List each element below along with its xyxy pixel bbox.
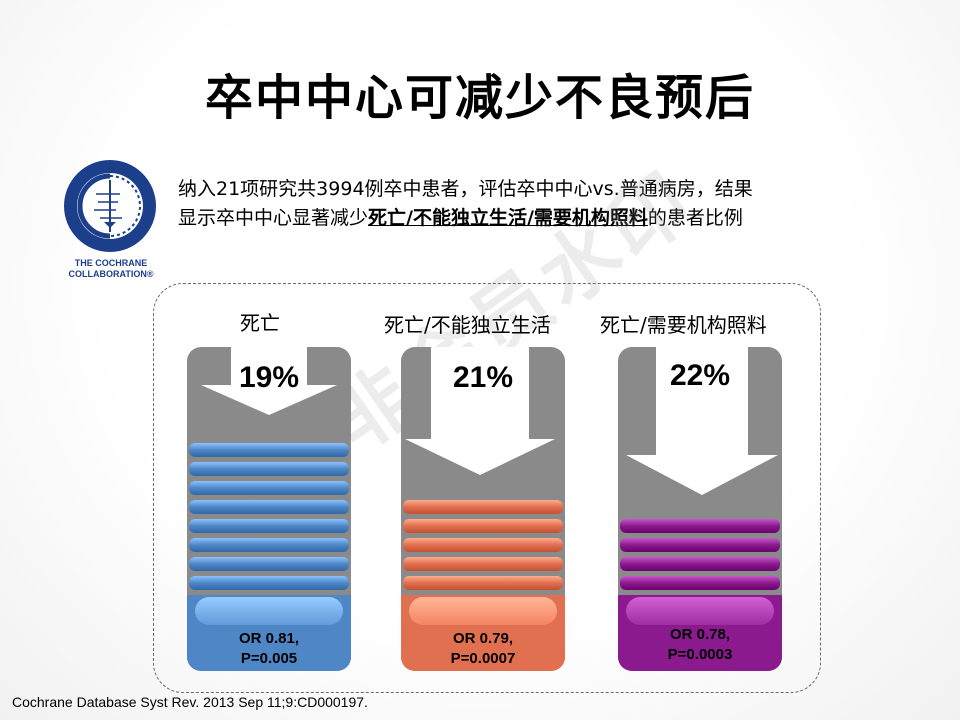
logo-caption: THE COCHRANE COLLABORATION® [56,258,166,280]
base-highlight [195,597,343,625]
reduction-arrow-icon [405,347,555,475]
logo-line2: COLLABORATION® [68,269,154,279]
column-label-death: 死亡 [240,311,280,335]
odds-ratio-line2: P=0.0007 [450,650,516,667]
stripe [620,538,780,552]
intro-line1: 纳入21项研究共3994例卒中患者，评估卒中中心vs.普通病房，结果 [178,178,753,200]
citation: Cochrane Database Syst Rev. 2013 Sep 11;… [12,694,368,710]
stripe [403,576,563,590]
odds-ratio-line1: OR 0.78, [669,626,731,643]
percent-reduction: 21% [452,361,514,394]
intro-line2-bold: 死亡/不能独立生活/需要机构照料 [368,207,648,229]
intro-line2-post: 的患者比例 [647,207,743,229]
column-label-death-institution: 死亡/需要机构照料 [600,313,767,337]
stripe [189,462,349,476]
base-highlight [409,597,557,625]
bar-base: OR 0.78, P=0.0003 [618,595,782,671]
stripe [189,538,349,552]
percent-reduction: 19% [238,361,300,394]
intro-line2-pre: 显示卒中中心显著减少 [178,207,369,229]
odds-ratio: OR 0.79, P=0.0007 [401,629,565,669]
odds-ratio-line2: P=0.005 [240,650,298,667]
result-bar-death-institution: 22% OR 0.78, P=0.0003 [618,347,782,671]
stripe [403,500,563,514]
cochrane-logo-icon [64,160,156,252]
stripe [620,576,780,590]
percent-reduction: 22% [669,359,731,392]
odds-ratio-line1: OR 0.79, [452,630,514,647]
results-frame [153,283,821,693]
column-label-death-dependency: 死亡/不能独立生活 [384,313,551,337]
stripe [189,500,349,514]
stripe [403,519,563,533]
base-highlight [626,597,774,625]
reduction-arrow-icon [626,347,778,495]
stripe [189,519,349,533]
stripe [620,557,780,571]
bar-base: OR 0.79, P=0.0007 [401,595,565,671]
stripe [620,519,780,533]
odds-ratio-line2: P=0.0003 [667,646,733,663]
stripe [403,538,563,552]
result-bar-death: 19% OR 0.81, P=0.005 [187,347,351,671]
bar-base: OR 0.81, P=0.005 [187,595,351,671]
page-title: 卒中中心可减少不良预后 [204,70,755,126]
stripe [189,557,349,571]
odds-ratio: OR 0.81, P=0.005 [187,629,351,669]
stripe [403,557,563,571]
intro-text: 纳入21项研究共3994例卒中患者，评估卒中中心vs.普通病房，结果 显示卒中中… [178,175,918,233]
stripe [189,443,349,457]
reduction-arrow-icon [201,347,337,415]
logo-line1: THE COCHRANE [74,258,148,268]
odds-ratio-line1: OR 0.81, [238,630,300,647]
stripe [189,576,349,590]
odds-ratio: OR 0.78, P=0.0003 [618,625,782,665]
intro-line2: 显示卒中中心显著减少死亡/不能独立生活/需要机构照料的患者比例 [178,204,918,233]
result-bar-death-dependency: 21% OR 0.79, P=0.0007 [401,347,565,671]
stripe [189,481,349,495]
